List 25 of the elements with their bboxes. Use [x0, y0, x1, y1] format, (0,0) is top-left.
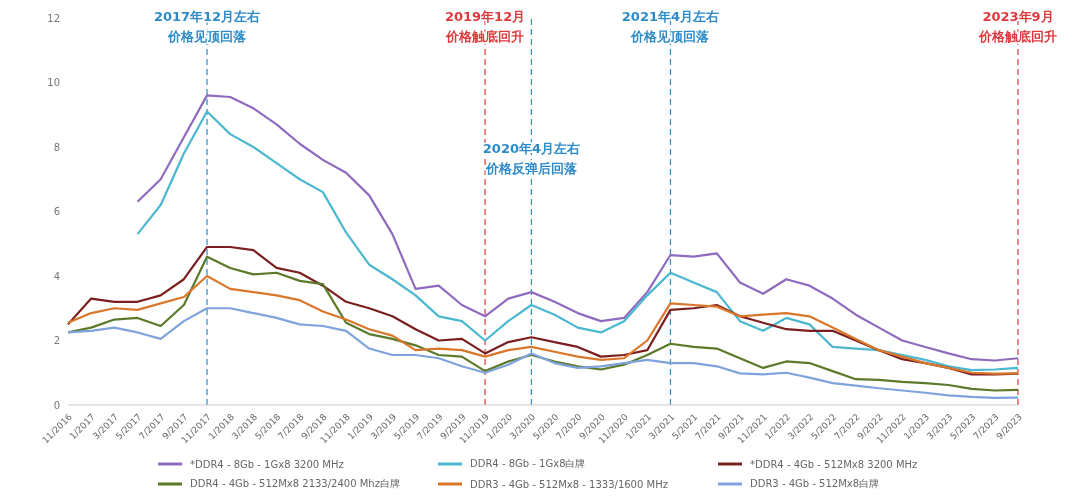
- y-tick-label: 8: [53, 141, 60, 153]
- y-tick-label: 10: [47, 77, 60, 89]
- ref-line-label: 2017年12月左右: [153, 8, 261, 24]
- ref-line-label: 2023年9月: [982, 8, 1054, 24]
- y-tick-label: 0: [53, 399, 60, 411]
- ref-line-label: 2021年4月左右: [621, 8, 720, 24]
- annotation: 价格触底回升: [978, 28, 1057, 44]
- line-series: [66, 245, 1020, 376]
- annotation: 价格见顶回落: [630, 28, 711, 44]
- ref-line-label: 2019年12月: [444, 8, 526, 24]
- legend-label: DDR3 - 4Gb - 512Mx8 - 1333/1600 MHz: [470, 478, 668, 490]
- y-tick-label: 6: [53, 206, 60, 218]
- y-tick-label: 4: [53, 270, 60, 282]
- y-tick-label: 2: [53, 335, 60, 347]
- legend-label: *DDR4 - 8Gb - 1Gx8 3200 MHz: [190, 458, 344, 470]
- legend-label: DDR4 - 8Gb - 1Gx8白牌: [470, 457, 586, 471]
- legend-label: *DDR4 - 4Gb - 512Mx8 3200 MHz: [750, 458, 918, 470]
- legend-label: DDR3 - 4Gb - 512Mx8白牌: [750, 477, 880, 491]
- y-tick-label: 12: [47, 12, 60, 24]
- annotation: 价格见顶回落: [167, 28, 248, 44]
- legend-label: DDR4 - 4Gb - 512Mx8 2133/2400 Mhz白牌: [190, 477, 400, 491]
- line-series: [66, 274, 1020, 375]
- annotation: 价格触底回升: [445, 28, 525, 44]
- ref-line-label: 2020年4月左右: [482, 140, 581, 156]
- line-series: [66, 307, 1020, 400]
